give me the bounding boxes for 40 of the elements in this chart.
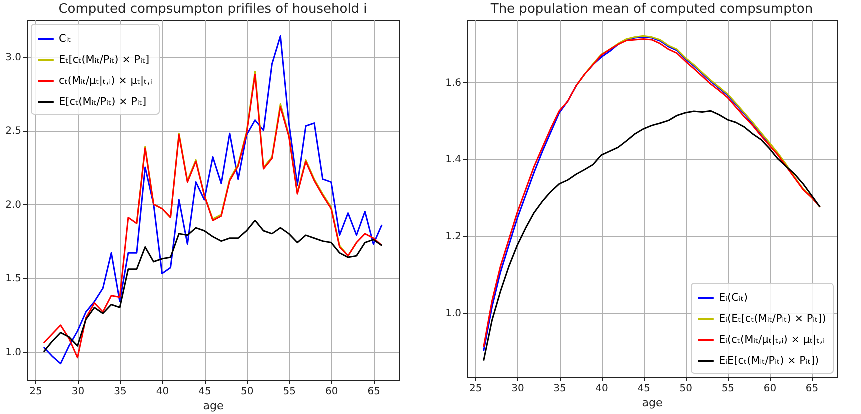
chart-title: Computed compsumpton prifiles of household i (58, 2, 368, 17)
y-tick-label: 3.0 (6, 52, 22, 64)
x-tick-label: 60 (764, 384, 777, 394)
x-tick-label: 60 (325, 386, 338, 398)
x-tick-label: 50 (680, 384, 693, 394)
x-tick-label: 25 (470, 384, 482, 394)
y-tick-label: 1.0 (446, 308, 462, 320)
x-tick-label: 25 (30, 386, 42, 398)
y-tick-label: 1.5 (6, 274, 22, 285)
x-axis-title: age (642, 396, 663, 410)
legend-label: Eᵢ(Eₜ[cₜ(Mᵢₜ/Pᵢₜ) × Pᵢₜ]) (719, 313, 826, 325)
x-tick-label: 55 (283, 386, 296, 398)
x-tick-label: 35 (114, 386, 127, 398)
y-tick-label: 1.4 (446, 154, 462, 166)
x-tick-label: 55 (722, 384, 735, 394)
legend-label: Eᵢ(cₜ(Mᵢₜ/μₜ|ₜ,ᵢ) × μₜ|ₜ,ᵢ (719, 334, 826, 346)
x-axis-title: age (203, 400, 224, 412)
legend-label: Cᵢₜ (59, 33, 72, 45)
x-tick-label: 30 (72, 386, 85, 398)
line-series (43, 220, 383, 353)
legend-label: cₜ(Mᵢₜ/μₜ|ₜ,ᵢ) × μₜ|ₜ,ᵢ (59, 75, 152, 87)
x-tick-label: 45 (198, 386, 212, 398)
legend-label: Eₜ[cₜ(Mᵢₜ/Pᵢₜ) × Pᵢₜ] (59, 54, 150, 66)
y-tick-label: 1.0 (6, 347, 22, 358)
x-tick-label: 40 (156, 386, 170, 398)
y-tick-label: 1.6 (446, 78, 462, 89)
y-tick-label: 2.5 (6, 126, 22, 138)
y-tick-label: 2.0 (6, 200, 22, 211)
chart-title: The population mean of computed compsumpton (490, 2, 814, 17)
x-tick-label: 65 (368, 386, 381, 398)
x-tick-label: 30 (512, 384, 524, 394)
x-tick-label: 40 (596, 384, 608, 394)
legend-label: EᵢE[cₜ(Mᵢₜ/Pᵢₜ) × Pᵢₜ]) (719, 355, 820, 367)
x-tick-label: 45 (638, 384, 650, 394)
y-tick-label: 1.2 (446, 231, 462, 242)
x-tick-label: 50 (240, 386, 254, 398)
legend-label: E[cₜ(Mᵢₜ/Pᵢₜ) × Pᵢₜ] (59, 96, 147, 108)
x-tick-label: 35 (554, 384, 566, 394)
legend-label: Eᵢ(Cᵢₜ) (719, 292, 748, 304)
x-tick-label: 65 (806, 384, 819, 394)
